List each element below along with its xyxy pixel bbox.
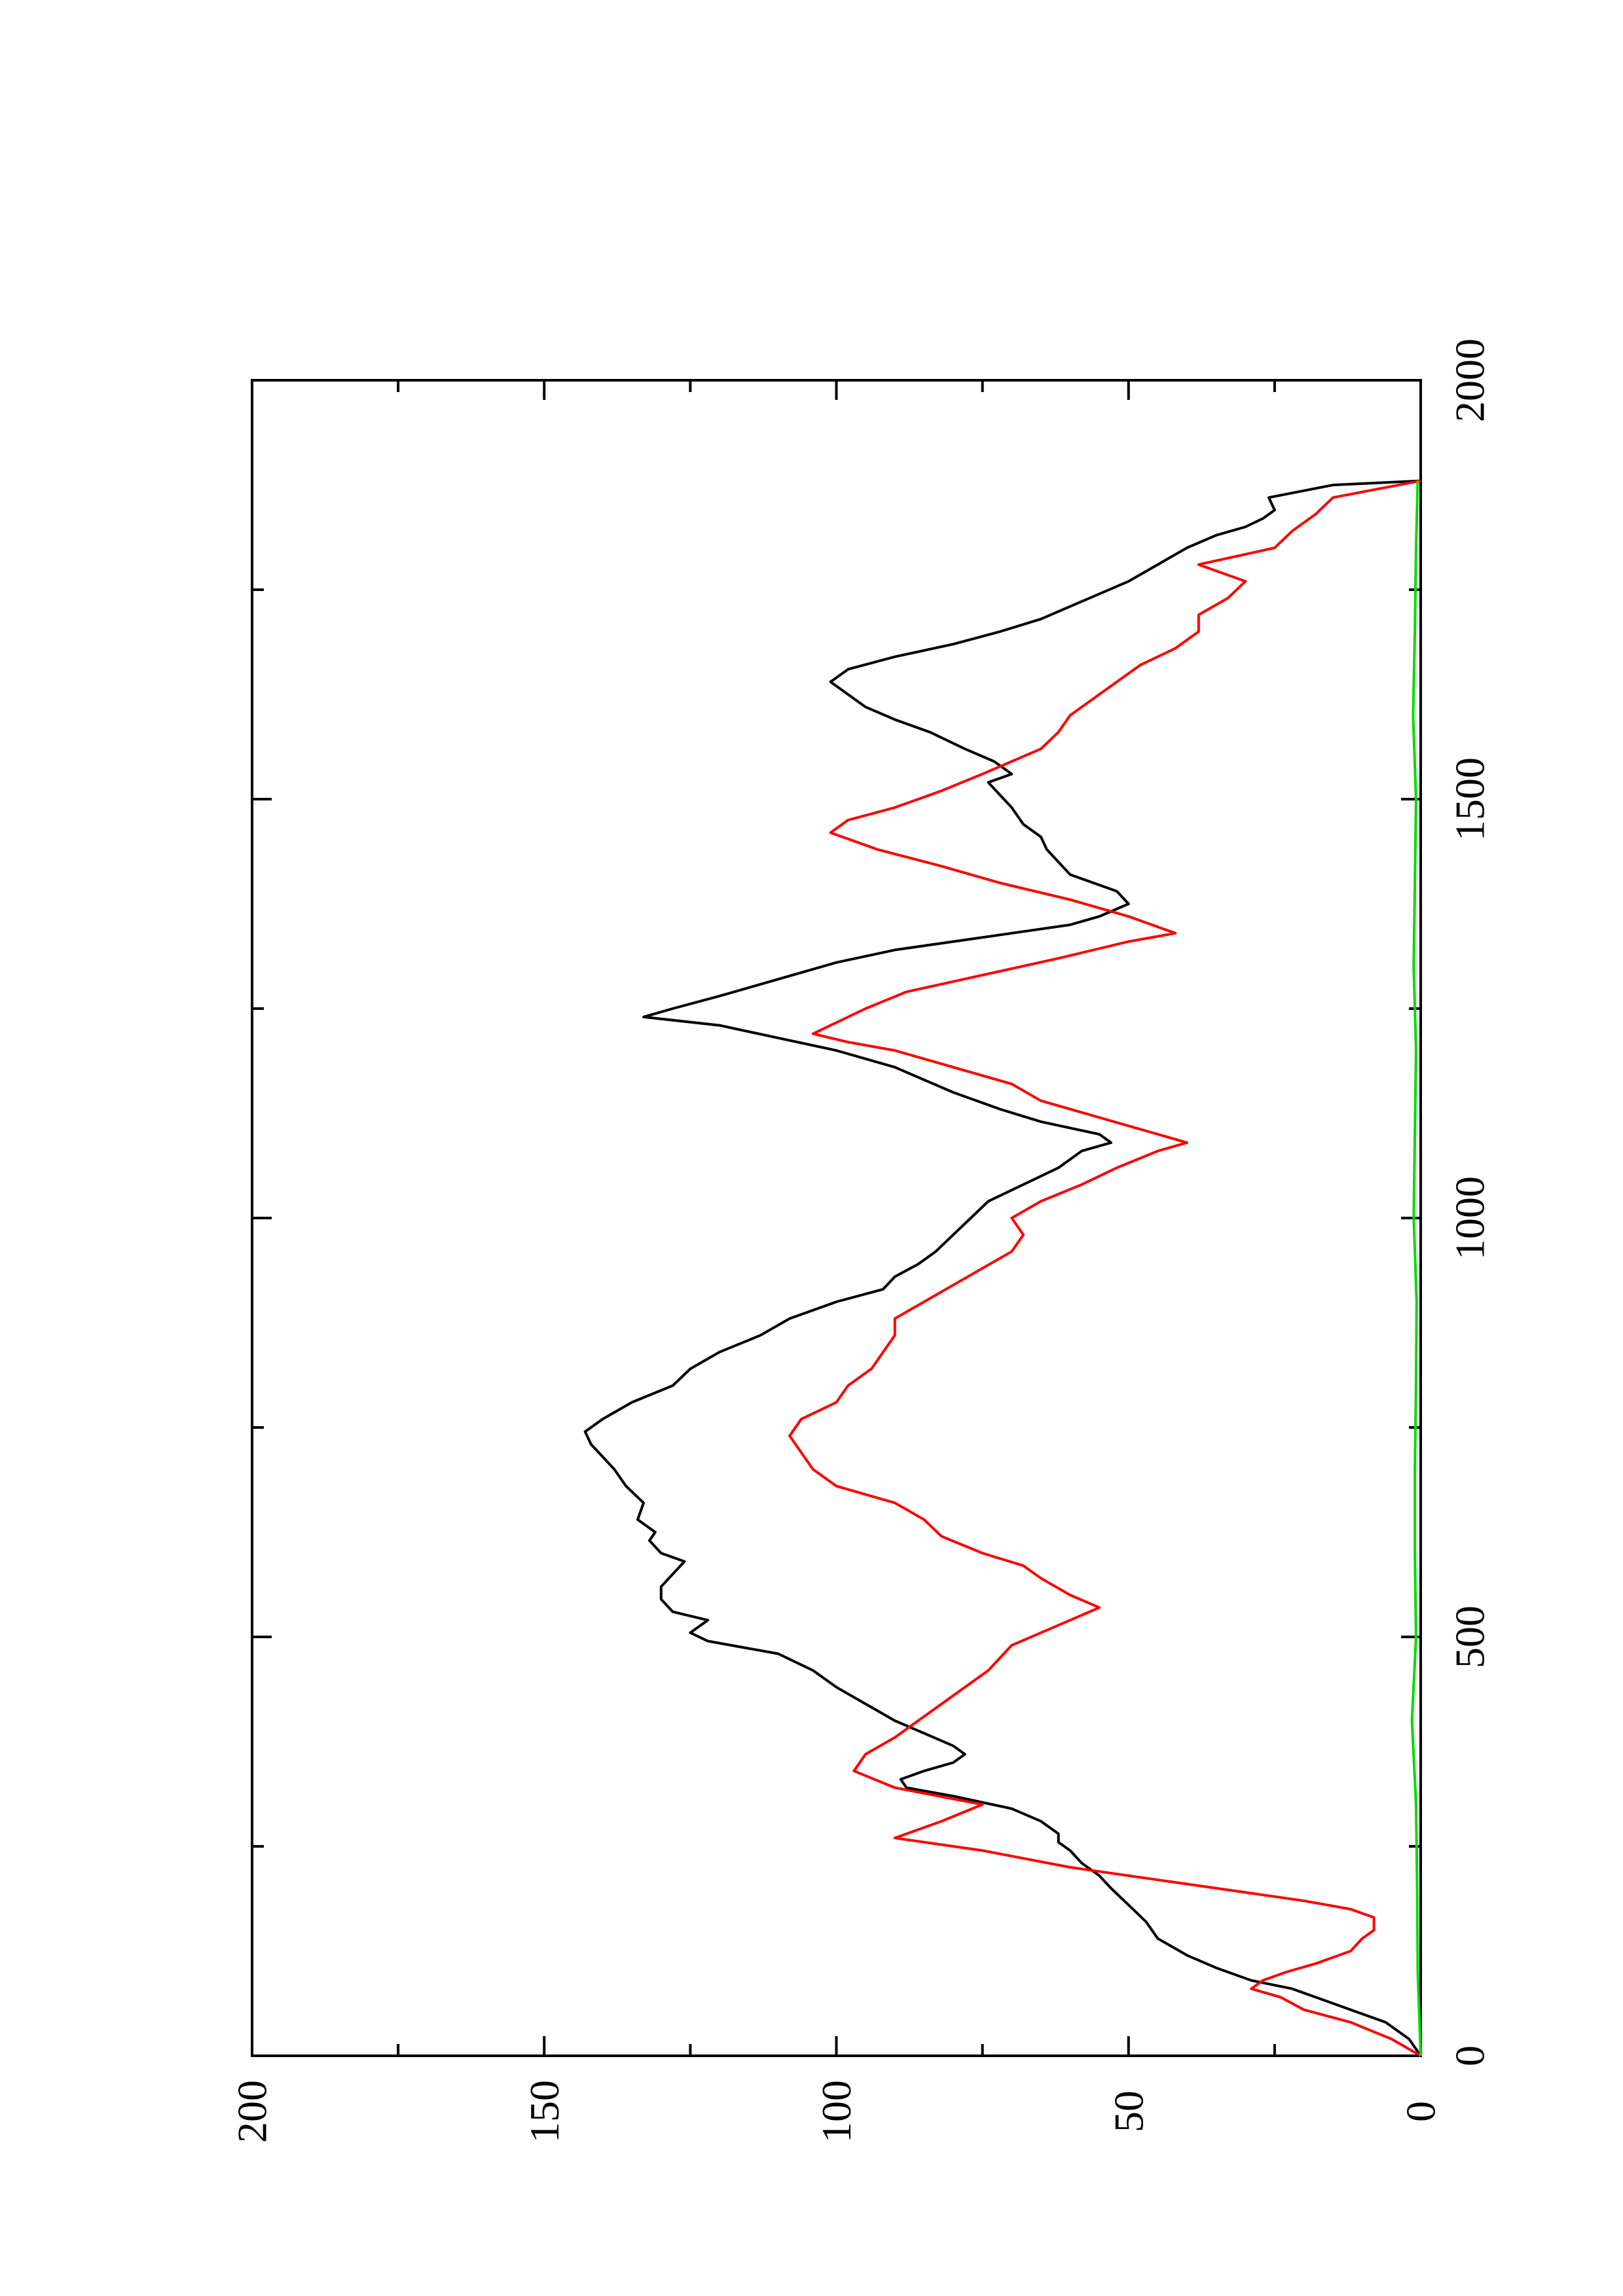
x-tick-label: 500 [1447, 1605, 1493, 1668]
x-tick-label: 2000 [1447, 338, 1493, 422]
series-line-1 [583, 479, 1422, 2057]
x-tick-label: 1500 [1447, 757, 1493, 841]
x-tick-label: 0 [1447, 2045, 1493, 2066]
axis-tick-labels: 0 500 1000 1500 2000 0 50 100 150 200 [229, 338, 1493, 2143]
x-tick-label: 1000 [1447, 1176, 1493, 1260]
plot-frame [251, 379, 1422, 2057]
y-tick-label: 100 [813, 2080, 860, 2143]
y-tick-label: 200 [229, 2080, 276, 2143]
axis-ticks [251, 379, 1422, 2057]
y-tick-label: 0 [1398, 2101, 1444, 2122]
y-tick-label: 50 [1105, 2090, 1152, 2132]
series-group [583, 479, 1422, 2057]
series-line-2 [788, 479, 1421, 2057]
y-tick-label: 150 [521, 2080, 568, 2143]
series-line-3 [1410, 480, 1422, 2056]
